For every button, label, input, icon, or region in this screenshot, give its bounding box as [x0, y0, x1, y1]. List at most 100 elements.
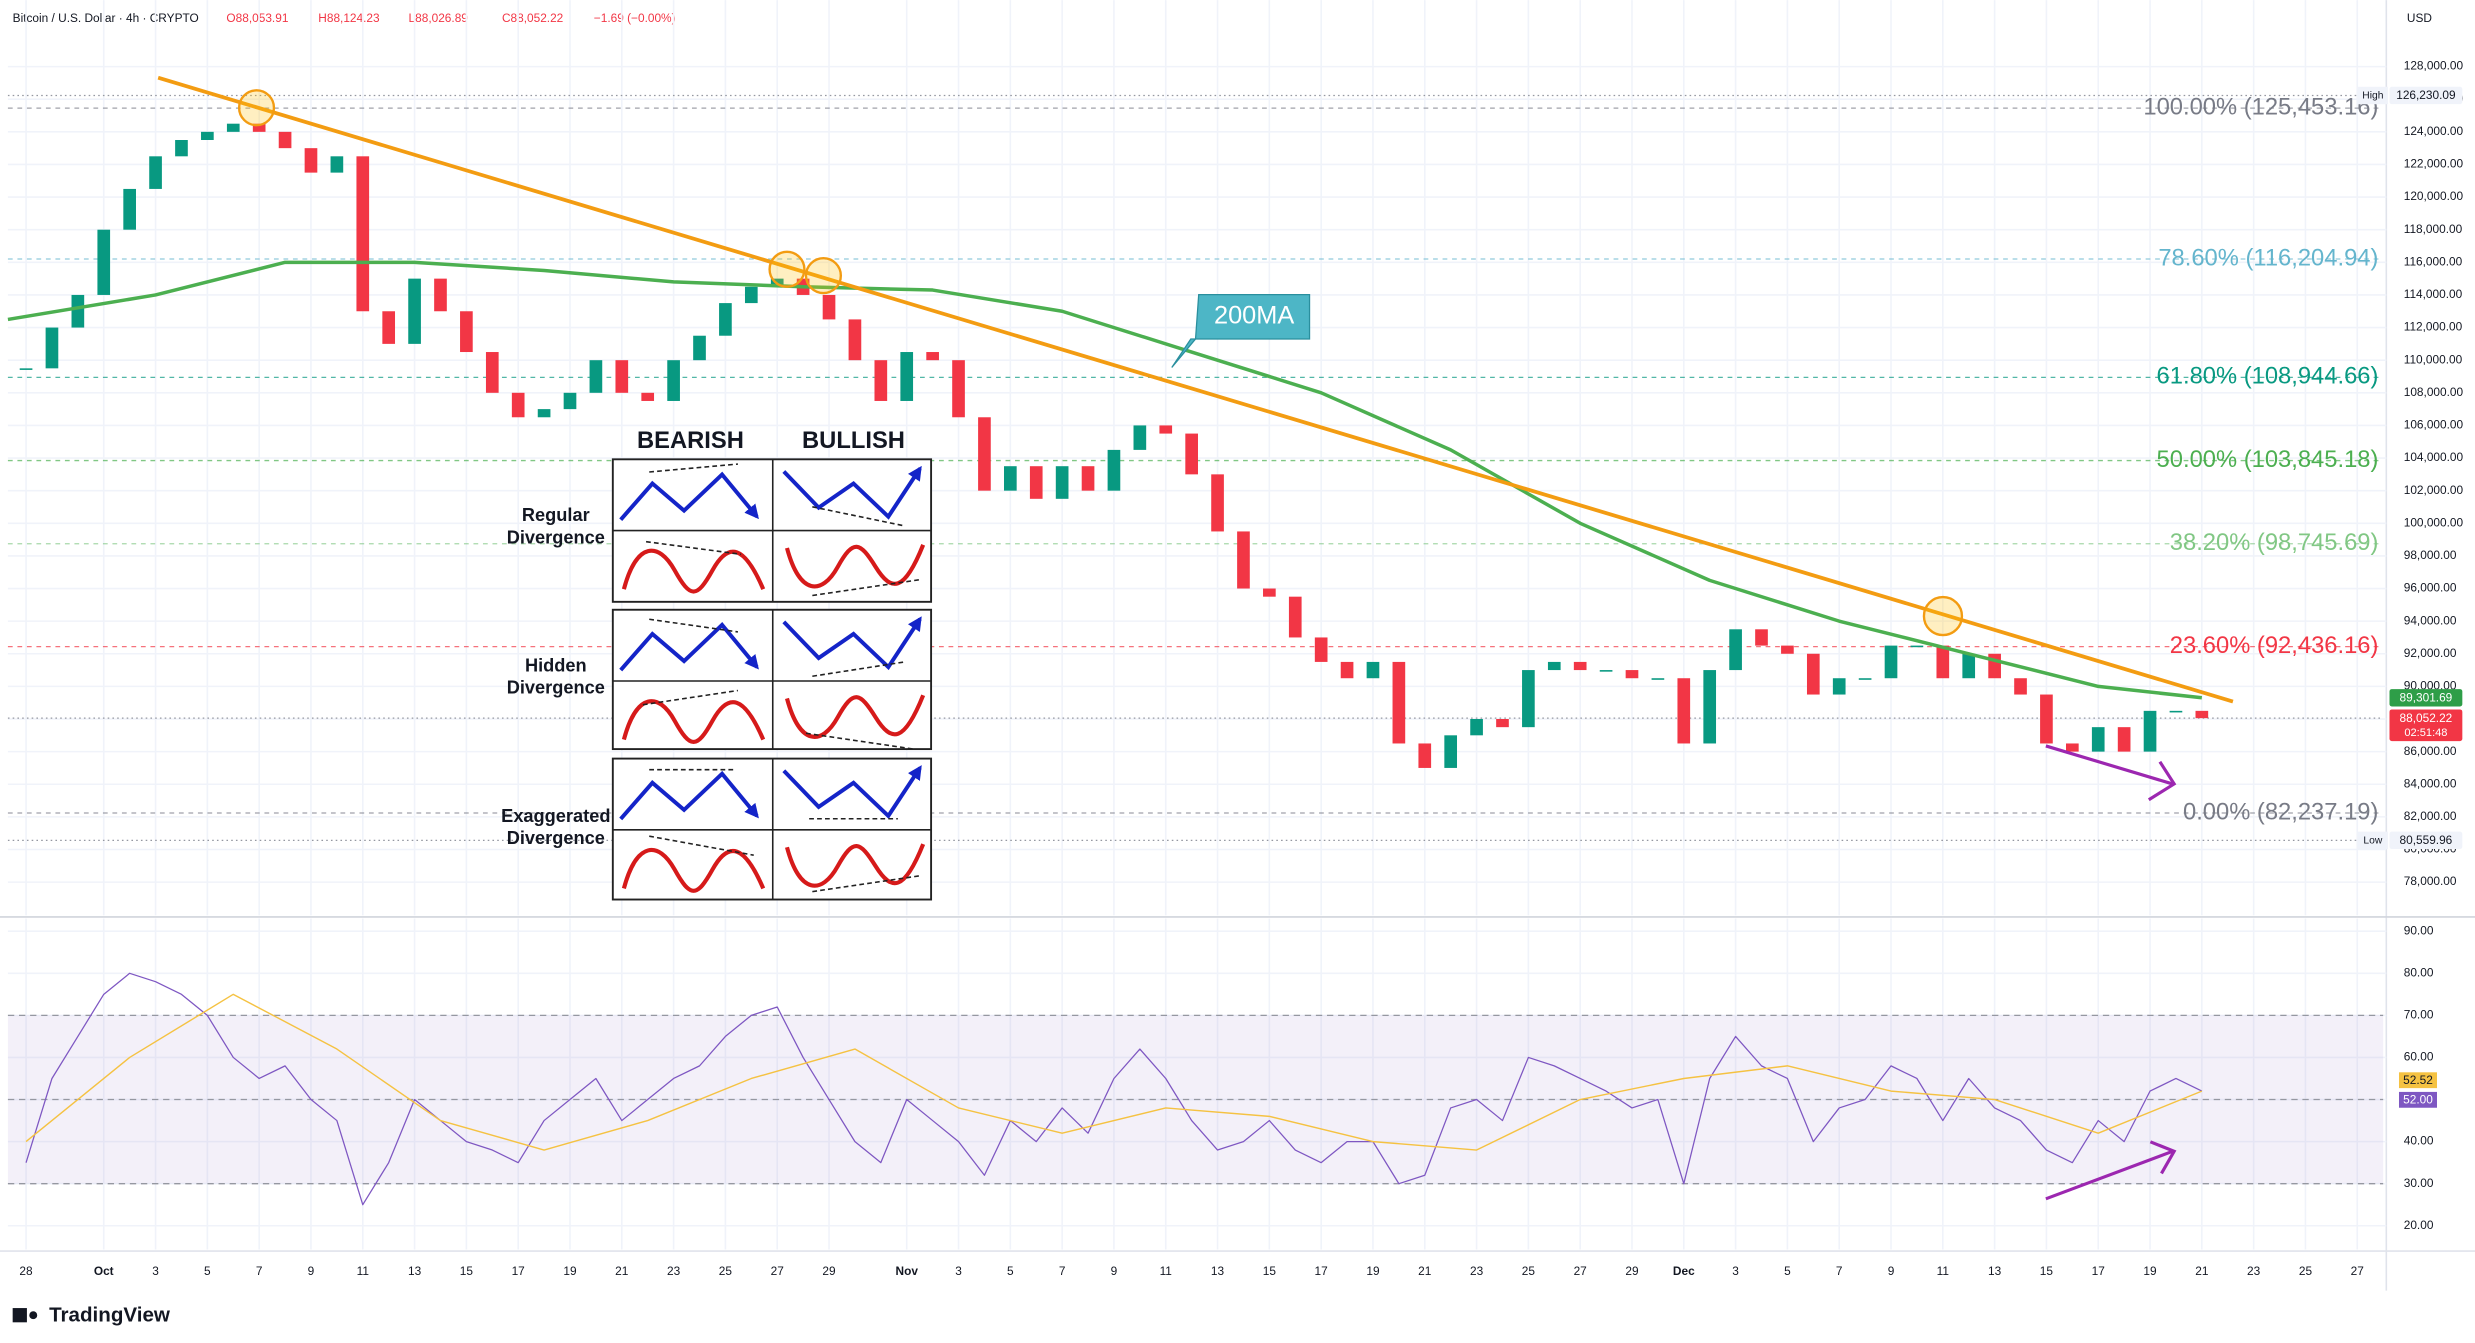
candle — [1263, 588, 1276, 597]
main-layer: 100.00% (125,453.16) 78.60% (116,204.94) 6… — [7, 75, 2379, 1206]
y-tick-label: 124,000.00 — [2404, 124, 2464, 138]
fib-label: 78.60% (116,204.94) — [2158, 244, 2378, 271]
candle — [926, 352, 939, 361]
x-tick-label: 19 — [1366, 1264, 1380, 1278]
candle — [2014, 678, 2027, 695]
divergence-dash — [645, 540, 742, 556]
high: H88,124.23 — [318, 11, 380, 25]
y-tick-label: 116,000.00 — [2404, 254, 2463, 268]
x-tick-label: 17 — [512, 1264, 525, 1278]
candle — [1781, 645, 1794, 654]
x-tick-label: Dec — [1673, 1264, 1695, 1278]
callout-text: 200MA — [1214, 301, 1294, 329]
candle — [1599, 670, 1613, 672]
candle — [123, 188, 136, 230]
divergence-icon — [619, 622, 759, 672]
close: C88,052.22 — [502, 11, 563, 25]
candle — [1936, 645, 1950, 679]
candle — [900, 352, 914, 401]
price-tag — [2389, 831, 2463, 850]
divergence-icon — [782, 616, 922, 671]
candle — [1522, 670, 1535, 728]
candle — [874, 360, 888, 401]
divergence-icon — [785, 544, 926, 589]
candle — [2143, 710, 2157, 752]
y-tick-label: 40.00 — [2404, 1134, 2434, 1148]
candle — [978, 417, 991, 491]
candle — [822, 294, 836, 320]
x-tick-label: 28 — [19, 1264, 33, 1278]
candle — [1806, 653, 1820, 695]
divergence-dash — [812, 578, 921, 597]
x-tick-label: 5 — [1007, 1264, 1014, 1278]
divergence-icon — [619, 770, 759, 821]
ma-line — [7, 260, 2203, 700]
y-tick-label: 114,000.00 — [2404, 287, 2463, 301]
candle — [1547, 661, 1561, 671]
x-tick-label: 23 — [2247, 1264, 2261, 1278]
candle — [1677, 678, 1691, 744]
candle — [537, 409, 551, 418]
fib-label: 50.00% (103,845.18) — [2157, 446, 2379, 473]
row-label: Divergence — [507, 678, 605, 698]
x-tick-label: 7 — [1836, 1264, 1843, 1278]
candle — [1081, 466, 1095, 491]
candle — [1444, 735, 1458, 768]
x-tick-label: 5 — [1784, 1264, 1791, 1278]
x-tick-label: 27 — [1574, 1264, 1587, 1278]
x-tick-label: 13 — [1988, 1264, 2002, 1278]
divergence-dash — [805, 732, 914, 750]
y-tick-label: 90,000.00 — [2404, 679, 2457, 693]
candle — [1314, 637, 1328, 662]
extreme-tag-name-bg — [2357, 831, 2388, 850]
x-tick-label: 7 — [1059, 1264, 1066, 1278]
y-tick-label: 108,000.00 — [2404, 385, 2464, 399]
x-tick-label: Oct — [94, 1264, 114, 1278]
rsi-tag — [2398, 1091, 2437, 1108]
candle — [693, 335, 706, 361]
candle — [1366, 661, 1380, 679]
callout-box — [1171, 293, 1311, 368]
candle — [1055, 466, 1069, 499]
brand-name: TradingView — [49, 1303, 171, 1326]
x-tick-label: 21 — [1418, 1264, 1432, 1278]
x-tick-label: 9 — [1111, 1264, 1118, 1278]
candle — [1004, 466, 1017, 491]
x-tick-label: 5 — [204, 1264, 211, 1278]
candle — [2195, 710, 2209, 719]
x-tick-label: 3 — [152, 1264, 159, 1278]
x-tick-label: 15 — [2040, 1264, 2054, 1278]
candle — [1858, 678, 1872, 680]
symbol: Bitcoin / U.S. Dollar · 4h · CRYPTO — [13, 11, 199, 25]
candle — [1159, 425, 1173, 434]
x-tick-label: 25 — [1522, 1264, 1536, 1278]
x-tick-label: 7 — [256, 1264, 263, 1278]
trendline — [157, 75, 2234, 704]
currency: USD — [2407, 11, 2432, 25]
candle — [226, 123, 240, 132]
low: L88,026.89 — [409, 11, 469, 25]
rsi-tag-label: 52.00 — [2403, 1092, 2433, 1106]
candle — [1237, 531, 1250, 589]
y-tick-label: 102,000.00 — [2404, 483, 2464, 497]
candle — [2091, 727, 2105, 752]
x-tick-label: 25 — [2299, 1264, 2313, 1278]
x-tick-label: 11 — [1937, 1264, 1950, 1278]
touch-circle — [237, 89, 276, 127]
candle — [1392, 661, 1406, 744]
divergence-icon — [621, 699, 766, 744]
divergence-dash — [649, 463, 738, 473]
y-tick-label: 30.00 — [2404, 1176, 2434, 1190]
fib-label: 61.80% (108,944.66) — [2157, 363, 2379, 390]
grid-layer: 28 Oct 3 5 7 9 11 13 15 17 19 21 23 25 27 29 Nov 3 5 7 9 11 13… — [7, 0, 2464, 1278]
column-header: BULLISH — [802, 427, 905, 454]
candle — [952, 360, 965, 418]
x-tick-label: 29 — [1625, 1264, 1639, 1278]
fib-label: 38.20% (98,745.69) — [2170, 529, 2379, 556]
candle — [2040, 694, 2053, 744]
candle — [252, 123, 266, 132]
candle — [382, 311, 396, 344]
candle — [1962, 653, 1976, 679]
y-tick-label: 94,000.00 — [2404, 613, 2457, 627]
x-tick-label: 9 — [1888, 1264, 1895, 1278]
